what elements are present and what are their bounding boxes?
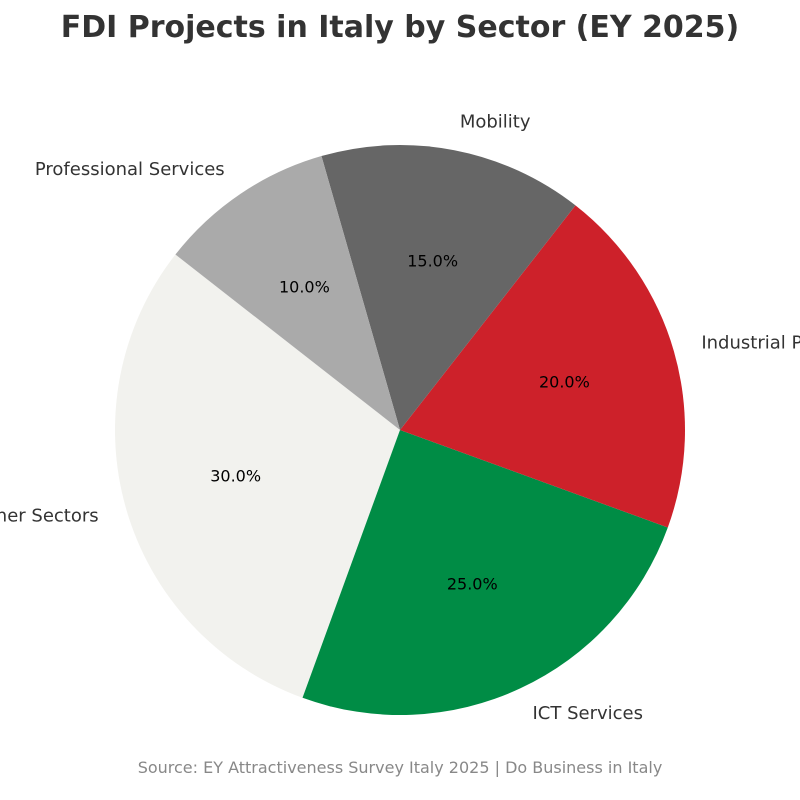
chart-title: FDI Projects in Italy by Sector (EY 2025… <box>61 10 740 45</box>
pie-slice-professional-services <box>175 156 400 431</box>
slice-label-ict-services: ICT Services <box>532 703 643 724</box>
pie-slice-ict-services <box>302 430 668 715</box>
pct-label-ict-services: 25.0% <box>447 574 498 593</box>
slice-label-industrial-products: Industrial Products <box>701 333 800 354</box>
slice-label-professional-services: Professional Services <box>35 159 225 180</box>
pct-label-other-sectors: 30.0% <box>210 467 261 486</box>
pct-label-mobility: 15.0% <box>407 252 458 271</box>
pie-slice-industrial-products <box>400 205 685 528</box>
pie-slices <box>114 145 685 715</box>
pie-slice-other-sectors <box>114 254 400 698</box>
slice-label-other-sectors: Other Sectors <box>0 505 99 526</box>
pct-label-industrial-products: 20.0% <box>539 372 590 391</box>
source-note: Source: EY Attractiveness Survey Italy 2… <box>138 758 663 777</box>
slice-label-mobility: Mobility <box>460 111 531 132</box>
pie-labels: Other Sectors 30.0% ICT Services 25.0% Indus… <box>0 111 800 724</box>
pct-label-professional-services: 10.0% <box>279 278 330 297</box>
pie-slice-mobility <box>321 145 576 430</box>
